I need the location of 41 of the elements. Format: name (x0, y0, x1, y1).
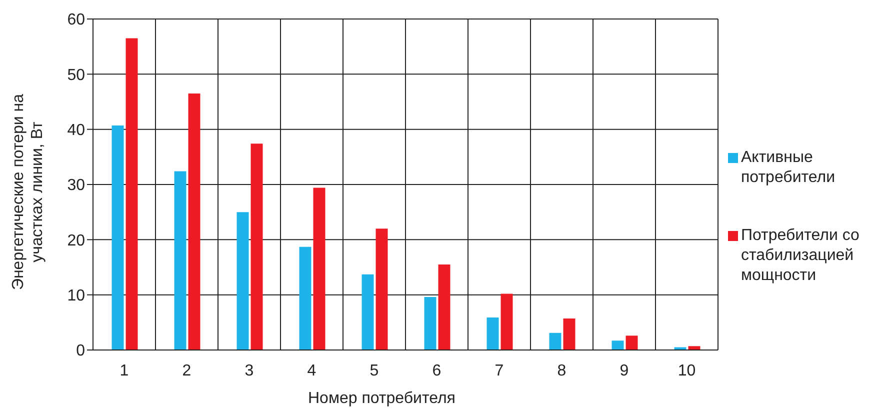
y-tick-label: 60 (67, 12, 86, 29)
bar (563, 318, 576, 350)
x-tick-label: 8 (557, 362, 566, 380)
x-tick-label: 5 (370, 362, 379, 380)
bar (486, 317, 499, 350)
y-tick-label: 50 (67, 66, 86, 84)
x-axis-title: Номер потребителя (308, 390, 456, 408)
bar (424, 297, 436, 350)
bar (126, 38, 138, 350)
x-tick-label: 6 (432, 362, 442, 380)
x-tick-label: 10 (678, 362, 696, 380)
bar (112, 125, 124, 350)
bar (313, 188, 326, 350)
bar (174, 171, 186, 350)
y-tick-label: 20 (67, 232, 86, 250)
bar (626, 336, 638, 350)
x-tick-label: 7 (494, 362, 504, 380)
bar (188, 93, 200, 350)
bar (299, 246, 312, 350)
x-tick-label: 1 (120, 362, 129, 380)
bar (688, 346, 700, 350)
bar (236, 212, 249, 350)
x-tick-label: 4 (307, 362, 316, 380)
legend-label: Потребители со стабилизацией мощности (741, 226, 860, 286)
bar (362, 274, 374, 350)
bar (549, 332, 562, 350)
y-tick-label: 40 (67, 122, 86, 140)
bar (612, 340, 624, 350)
legend-label: Активные потребители (741, 148, 836, 188)
y-tick-label: 0 (76, 342, 86, 360)
x-tick-label: 2 (182, 362, 192, 380)
x-tick-label: 9 (620, 362, 629, 380)
y-axis-title: Энергетические потери на участках линии, Вт (9, 92, 47, 292)
bar (376, 228, 388, 350)
bar (250, 144, 263, 350)
bar (674, 347, 686, 350)
y-tick-label: 30 (67, 177, 86, 194)
bar (500, 294, 513, 350)
bar (438, 264, 450, 350)
x-tick-label: 3 (244, 362, 254, 380)
y-tick-label: 10 (67, 288, 86, 305)
